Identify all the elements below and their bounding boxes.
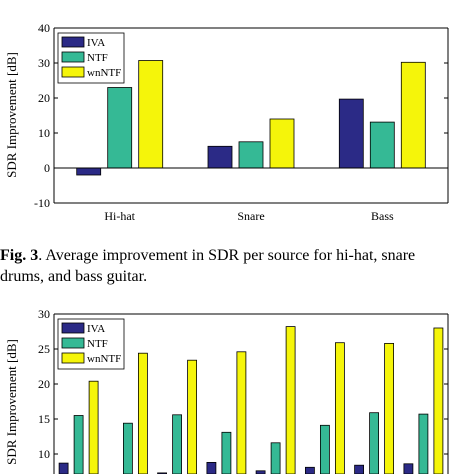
y-tick-label: 20: [38, 377, 50, 391]
bar-ntf-3: [369, 121, 395, 169]
y-tick-label: 40: [38, 21, 50, 35]
bar-iva-1: [58, 462, 69, 474]
bar-iva-3: [338, 98, 364, 169]
bar-ntf-4: [221, 431, 232, 474]
y-tick-label: 25: [38, 342, 50, 356]
bar-iva-4: [206, 461, 217, 474]
y-tick-label: 30: [38, 307, 50, 321]
bar-wnntf-6: [334, 342, 345, 474]
legend-box: [57, 318, 125, 370]
caption-text-1: . Average improvement in SDR per source …: [38, 247, 416, 264]
bar-ntf-2: [123, 422, 133, 474]
caption-line-2: drums, and bass guitar.: [0, 268, 148, 285]
y-tick-label: 20: [38, 91, 50, 105]
y-axis-label: SDR Improvement [dB]: [4, 339, 19, 465]
bar-wnntf-8: [433, 327, 444, 474]
bar-wnntf-5: [285, 326, 296, 474]
y-tick-label: 30: [38, 56, 50, 70]
bar-ntf-8: [418, 413, 429, 474]
legend-label-wnntf: wnNTF: [87, 67, 121, 79]
bar-ntf-6: [319, 424, 330, 474]
bar-wnntf-1: [138, 60, 164, 169]
bar-iva-6: [304, 466, 315, 474]
bar-iva-8: [403, 463, 414, 474]
legend-label-iva: IVA: [87, 323, 105, 335]
axes-group: Hi-hat Snare Bass -10 0 10 20 30 40 SDR Improveme…: [4, 21, 449, 223]
legend-swatch-iva: [61, 36, 85, 48]
bar-ntf-3: [172, 414, 183, 474]
bars-group: [58, 326, 444, 474]
legend-swatch-iva: [61, 322, 85, 334]
legend-swatch-ntf: [61, 51, 85, 63]
bar-iva-2: [207, 145, 233, 169]
legend: IVA NTF wnNTF: [57, 318, 125, 370]
y-tick-label: 10: [38, 126, 50, 140]
legend-label-ntf: NTF: [87, 338, 108, 350]
legend-label-iva: IVA: [87, 37, 105, 49]
y-tick-label: 10: [38, 447, 50, 461]
legend-swatch-wnntf: [61, 352, 85, 364]
y-tick-label: 15: [38, 412, 50, 426]
legend-label-ntf: NTF: [87, 52, 108, 64]
legend-label-wnntf: wnNTF: [87, 353, 121, 365]
bar-wnntf-2: [269, 118, 295, 169]
legend: IVA NTF wnNTF: [57, 32, 125, 84]
bar-ntf-2: [238, 141, 264, 169]
figure-caption: Fig. 3. Average improvement in SDR per s…: [0, 245, 474, 287]
y-axis-label: SDR Improvement [dB]: [4, 52, 19, 178]
axes-group: 10 15 20 25 30 SDR Improvement [dB]: [4, 307, 449, 474]
x-tick-label: Snare: [237, 209, 264, 223]
bar-ntf-7: [369, 412, 380, 474]
bar-wnntf-7: [384, 342, 395, 474]
bar-ntf-1: [107, 87, 133, 169]
legend-swatch-ntf: [61, 337, 85, 349]
chart-sdr-per-source: Hi-hat Snare Bass -10 0 10 20 30 40 SDR Improveme…: [4, 21, 449, 223]
figure-label: Fig. 3: [0, 247, 39, 264]
y-tick-label: 0: [44, 161, 50, 175]
bar-ntf-1: [73, 415, 84, 474]
bars-group: [76, 60, 426, 176]
legend-swatch-wnntf: [61, 66, 85, 78]
x-tick-label: Hi-hat: [104, 209, 135, 223]
bar-iva-7: [354, 464, 365, 474]
bar-wnntf-2: [137, 352, 148, 474]
bar-wnntf-1: [88, 380, 99, 474]
bar-wnntf-3: [400, 61, 426, 169]
caption-line-1: Fig. 3. Average improvement in SDR per s…: [0, 245, 474, 266]
bar-wnntf-4: [236, 351, 247, 474]
x-tick-label: Bass: [371, 209, 394, 223]
bar-iva-1: [76, 167, 102, 176]
bar-ntf-5: [270, 442, 281, 474]
y-tick-label: -10: [34, 196, 50, 210]
bar-wnntf-3: [187, 359, 198, 474]
